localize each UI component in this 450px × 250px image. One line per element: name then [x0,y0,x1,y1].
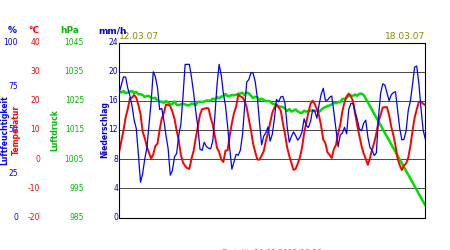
Text: 25: 25 [9,169,18,178]
Text: 24: 24 [108,38,118,47]
Text: Niederschlag: Niederschlag [100,102,109,158]
Text: 10: 10 [31,126,40,134]
Text: Luftdruck: Luftdruck [50,109,59,151]
Text: 75: 75 [8,82,18,91]
Text: 985: 985 [69,213,84,222]
Text: mm/h: mm/h [98,26,126,35]
Text: 0: 0 [13,213,18,222]
Text: 0: 0 [113,213,118,222]
Text: 8: 8 [113,155,118,164]
Text: 40: 40 [30,38,40,47]
Text: Erstellt: 10.01.2012 06:36: Erstellt: 10.01.2012 06:36 [222,249,322,250]
Text: 12: 12 [108,126,118,134]
Text: -20: -20 [27,213,40,222]
Text: 20: 20 [31,96,40,105]
Text: 995: 995 [69,184,84,193]
Text: 4: 4 [113,184,118,193]
Text: Luftfeuchtigkeit: Luftfeuchtigkeit [0,95,9,165]
Text: 100: 100 [4,38,18,47]
Text: %: % [8,26,17,35]
Text: 30: 30 [30,67,40,76]
Text: °C: °C [28,26,39,35]
Text: 1035: 1035 [65,67,84,76]
Text: 1025: 1025 [65,96,84,105]
Text: Temperatur: Temperatur [12,105,21,155]
Text: -10: -10 [27,184,40,193]
Text: 50: 50 [8,126,18,134]
Text: 16: 16 [108,96,118,105]
Text: 1045: 1045 [65,38,84,47]
Text: 1005: 1005 [65,155,84,164]
Text: 0: 0 [35,155,40,164]
Text: 20: 20 [108,67,118,76]
Text: 18.03.07: 18.03.07 [385,32,425,41]
Text: hPa: hPa [60,26,79,35]
Text: 1015: 1015 [65,126,84,134]
Text: 12.03.07: 12.03.07 [119,32,159,41]
